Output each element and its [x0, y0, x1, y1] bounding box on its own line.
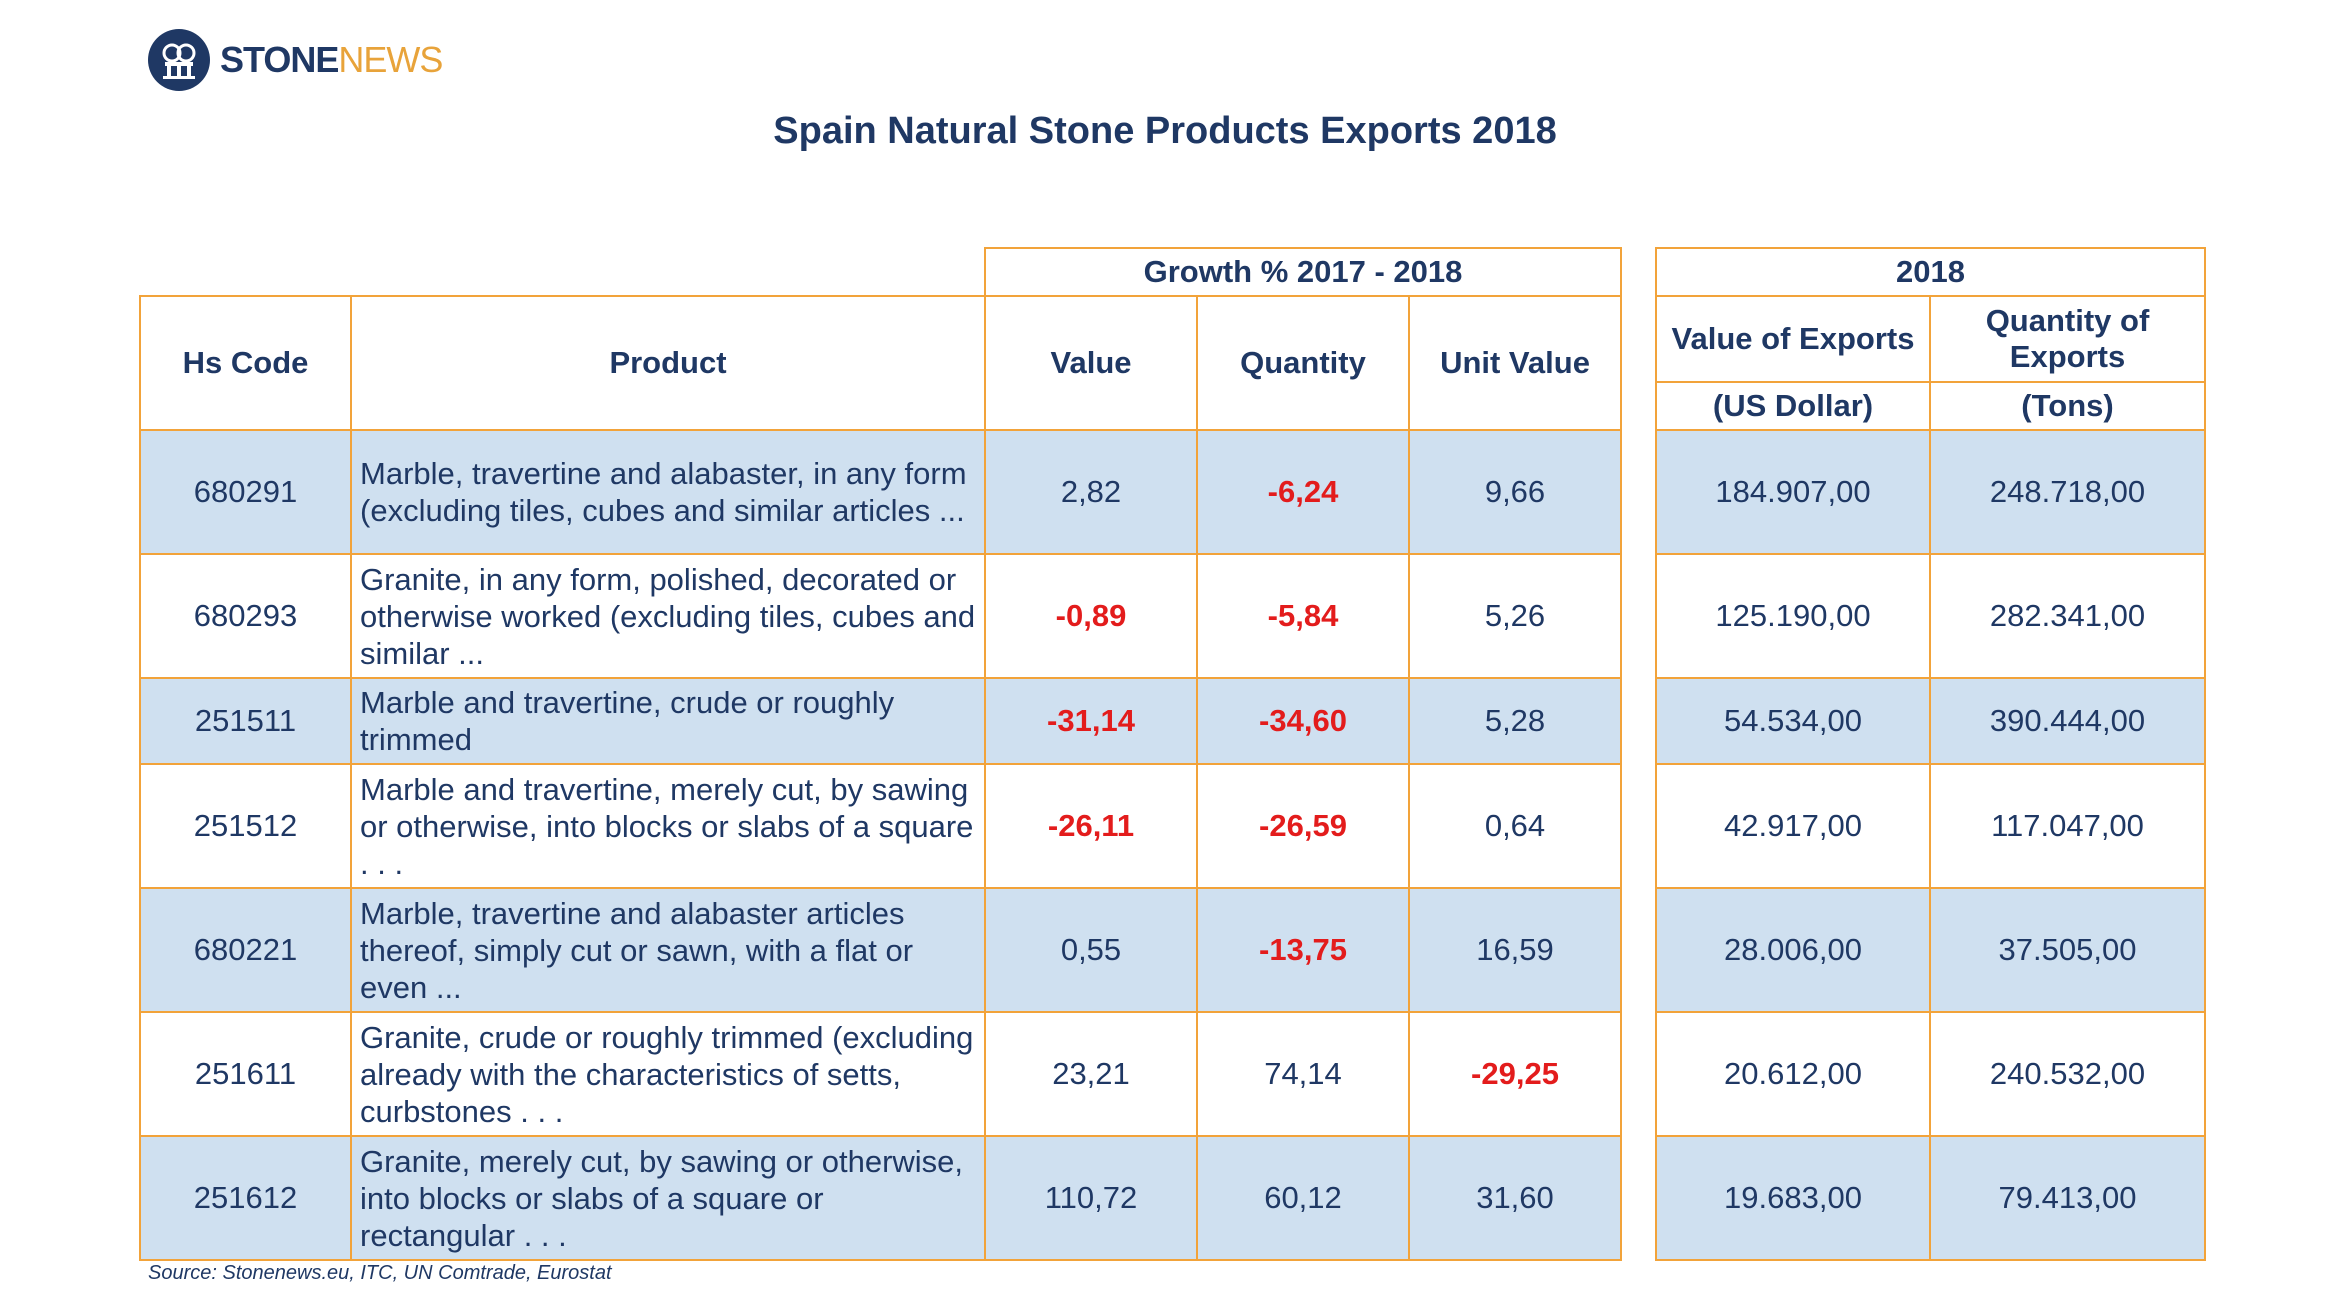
- hs-code-cell: 251512: [139, 763, 352, 889]
- value-exports-cell: 19.683,00: [1655, 1135, 1931, 1261]
- value-exports-cell: 20.612,00: [1655, 1011, 1931, 1137]
- table-row: 19.683,00 79.413,00: [1655, 1135, 2206, 1261]
- value-growth-cell: 2,82: [984, 429, 1198, 555]
- table-row: 680293 Granite, in any form, polished, de…: [139, 553, 1622, 679]
- stonenews-logo: STONENEWS: [148, 28, 443, 92]
- quantity-exports-header: Quantity of Exports: [1929, 295, 2206, 383]
- hs-code-cell: 680221: [139, 887, 352, 1013]
- quantity-exports-cell: 240.532,00: [1929, 1011, 2206, 1137]
- value-growth-cell: -0,89: [984, 553, 1198, 679]
- product-cell: Marble and travertine, crude or roughly …: [350, 677, 986, 765]
- quantity-exports-cell: 248.718,00: [1929, 429, 2206, 555]
- value-exports-cell: 125.190,00: [1655, 553, 1931, 679]
- unit-value-growth-cell: 31,60: [1408, 1135, 1622, 1261]
- hs-code-cell: 680293: [139, 553, 352, 679]
- product-cell: Granite, in any form, polished, decorate…: [350, 553, 986, 679]
- quantity-header: Quantity: [1196, 295, 1410, 431]
- value-header: Value: [984, 295, 1198, 431]
- unit-value-growth-cell: 0,64: [1408, 763, 1622, 889]
- source-note: Source: Stonenews.eu, ITC, UN Comtrade, …: [148, 1262, 612, 1284]
- quantity-growth-cell: 60,12: [1196, 1135, 1410, 1261]
- product-cell: Granite, merely cut, by sawing or otherw…: [350, 1135, 986, 1261]
- logo-text-news: NEWS: [338, 39, 443, 80]
- table-row: 251511 Marble and travertine, crude or ro…: [139, 677, 1622, 765]
- page-title: Spain Natural Stone Products Exports 201…: [773, 110, 1557, 152]
- hs-code-header: Hs Code: [139, 295, 352, 431]
- value-exports-cell: 54.534,00: [1655, 677, 1931, 765]
- unit-value-growth-cell: 9,66: [1408, 429, 1622, 555]
- quantity-growth-cell: -5,84: [1196, 553, 1410, 679]
- quantity-growth-cell: 74,14: [1196, 1011, 1410, 1137]
- value-growth-cell: 23,21: [984, 1011, 1198, 1137]
- value-unit-header: (US Dollar): [1655, 381, 1931, 431]
- hs-code-cell: 251611: [139, 1011, 352, 1137]
- quantity-exports-cell: 37.505,00: [1929, 887, 2206, 1013]
- quantity-exports-cell: 282.341,00: [1929, 553, 2206, 679]
- quantity-exports-cell: 117.047,00: [1929, 763, 2206, 889]
- unit-value-header: Unit Value: [1408, 295, 1622, 431]
- value-growth-cell: -26,11: [984, 763, 1198, 889]
- stonenews-logo-icon: [148, 29, 210, 91]
- value-exports-cell: 184.907,00: [1655, 429, 1931, 555]
- table-row: 20.612,00 240.532,00: [1655, 1011, 2206, 1137]
- table-row: 184.907,00 248.718,00: [1655, 429, 2206, 555]
- quantity-unit-header: (Tons): [1929, 381, 2206, 431]
- product-header: Product: [350, 295, 986, 431]
- year-group-header: 2018: [1655, 247, 2206, 297]
- quantity-exports-cell: 390.444,00: [1929, 677, 2206, 765]
- value-exports-cell: 42.917,00: [1655, 763, 1931, 889]
- quantity-growth-cell: -13,75: [1196, 887, 1410, 1013]
- product-cell: Marble, travertine and alabaster, in any…: [350, 429, 986, 555]
- table-row: 125.190,00 282.341,00: [1655, 553, 2206, 679]
- quantity-growth-cell: -6,24: [1196, 429, 1410, 555]
- header-spacer: [140, 248, 985, 296]
- value-growth-cell: 110,72: [984, 1135, 1198, 1261]
- table-row: 680221 Marble, travertine and alabaster a…: [139, 887, 1622, 1013]
- unit-value-growth-cell: 5,28: [1408, 677, 1622, 765]
- hs-code-cell: 680291: [139, 429, 352, 555]
- exports-2018-table: 2018 Value of Exports Quantity of Export…: [1655, 247, 2206, 1261]
- unit-value-growth-cell: -29,25: [1408, 1011, 1622, 1137]
- hs-code-cell: 251612: [139, 1135, 352, 1261]
- growth-group-header: Growth % 2017 - 2018: [984, 247, 1622, 297]
- table-row: 251512 Marble and travertine, merely cut,…: [139, 763, 1622, 889]
- table-row: 54.534,00 390.444,00: [1655, 677, 2206, 765]
- table-row: 251611 Granite, crude or roughly trimmed …: [139, 1011, 1622, 1137]
- table-row: 680291 Marble, travertine and alabaster, …: [139, 429, 1622, 555]
- quantity-growth-cell: -34,60: [1196, 677, 1410, 765]
- value-exports-header: Value of Exports: [1655, 295, 1931, 383]
- table-row: 42.917,00 117.047,00: [1655, 763, 2206, 889]
- table-row: 28.006,00 37.505,00: [1655, 887, 2206, 1013]
- unit-value-growth-cell: 5,26: [1408, 553, 1622, 679]
- product-cell: Marble, travertine and alabaster article…: [350, 887, 986, 1013]
- quantity-growth-cell: -26,59: [1196, 763, 1410, 889]
- logo-wordmark: STONENEWS: [220, 39, 443, 81]
- table-row: 251612 Granite, merely cut, by sawing or …: [139, 1135, 1622, 1261]
- value-exports-cell: 28.006,00: [1655, 887, 1931, 1013]
- logo-text-stone: STONE: [220, 39, 339, 80]
- product-cell: Marble and travertine, merely cut, by sa…: [350, 763, 986, 889]
- product-cell: Granite, crude or roughly trimmed (exclu…: [350, 1011, 986, 1137]
- quantity-exports-cell: 79.413,00: [1929, 1135, 2206, 1261]
- unit-value-growth-cell: 16,59: [1408, 887, 1622, 1013]
- value-growth-cell: -31,14: [984, 677, 1198, 765]
- hs-code-cell: 251511: [139, 677, 352, 765]
- value-growth-cell: 0,55: [984, 887, 1198, 1013]
- growth-table: Growth % 2017 - 2018 Hs Code Product Val…: [139, 247, 1622, 1261]
